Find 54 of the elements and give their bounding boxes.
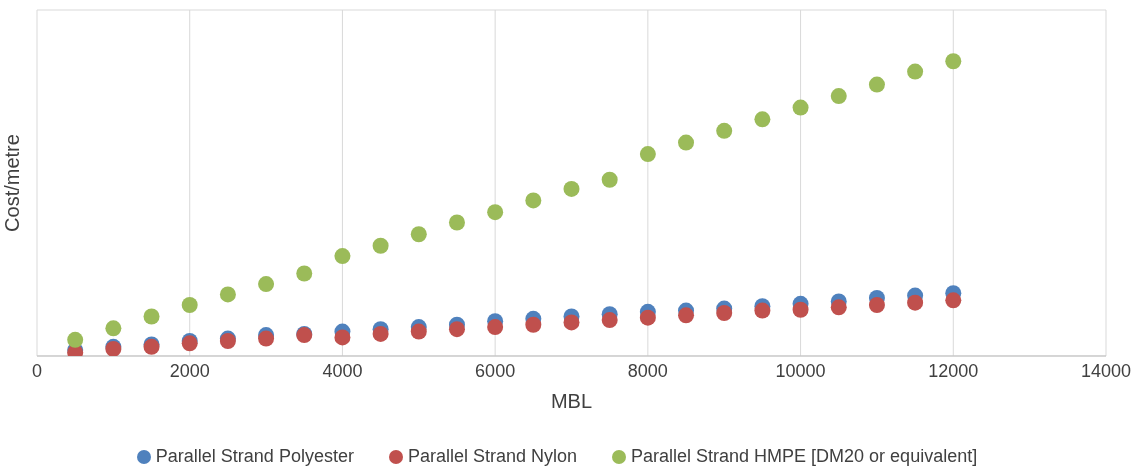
point [830, 299, 847, 316]
point [410, 323, 427, 340]
x-tick-label: 8000 [627, 360, 668, 381]
x-axis-title: MBL [550, 390, 593, 412]
point [563, 180, 580, 197]
point [410, 226, 427, 243]
point [372, 237, 389, 254]
point [868, 76, 885, 93]
point [678, 134, 695, 151]
point [67, 331, 84, 348]
x-tick-label: 12000 [928, 360, 979, 381]
point [639, 309, 656, 326]
point [754, 302, 771, 319]
point [334, 248, 351, 265]
legend-label: Parallel Strand Nylon [407, 446, 578, 467]
point [525, 316, 542, 333]
point [563, 314, 580, 331]
point [907, 294, 924, 311]
x-tick-label: 2000 [169, 360, 210, 381]
point [639, 146, 656, 163]
legend-label: Parallel Strand Polyester [155, 446, 354, 467]
point [792, 301, 809, 318]
point [525, 192, 542, 209]
point [181, 297, 198, 314]
x-tick-label: 14000 [1080, 360, 1132, 381]
point [334, 329, 351, 346]
point [105, 320, 122, 337]
point [601, 312, 618, 329]
point [448, 321, 465, 338]
point [754, 111, 771, 128]
point [143, 308, 160, 325]
point [868, 297, 885, 314]
point [258, 276, 275, 293]
point [601, 171, 618, 188]
x-tick-label: 6000 [475, 360, 516, 381]
y-axis-title: Cost/metre [1, 134, 24, 232]
point [716, 304, 733, 321]
point [830, 88, 847, 105]
point [487, 319, 504, 336]
point [792, 99, 809, 116]
x-tick-label: 4000 [322, 360, 363, 381]
point [487, 204, 504, 221]
point [296, 265, 313, 282]
legend-label: Parallel Strand HMPE [DM20 or equivalent] [631, 446, 978, 467]
point [945, 53, 962, 70]
point [372, 325, 389, 342]
x-tick-label: 10000 [775, 360, 826, 381]
point [219, 286, 236, 303]
point [678, 307, 695, 324]
point [945, 292, 962, 309]
point [448, 214, 465, 231]
point [907, 63, 924, 80]
x-tick-label: 0 [31, 360, 43, 381]
point [716, 122, 733, 139]
